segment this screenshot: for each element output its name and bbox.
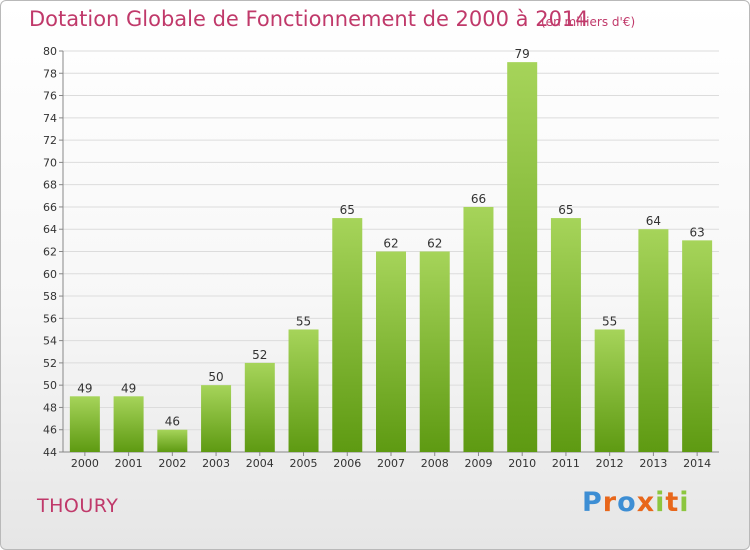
y-tick-label: 70 [43, 156, 57, 169]
bar-value-label: 49 [77, 381, 92, 395]
y-tick-label: 74 [43, 112, 57, 125]
bar-value-label: 62 [427, 237, 442, 251]
bar-value-label: 62 [383, 237, 398, 251]
x-tick-label: 2007 [377, 457, 405, 470]
bar-value-label: 64 [646, 214, 661, 228]
bar [594, 329, 625, 452]
y-tick-labels: 44 46 48 50 52 54 56 58 60 62 64 66 68 70 72 74 76 78 80 [43, 45, 57, 459]
y-tick-label: 60 [43, 268, 57, 281]
y-tick-label: 58 [43, 290, 57, 303]
y-tick-label: 68 [43, 179, 57, 192]
bars [69, 62, 713, 453]
x-tick-label: 2012 [596, 457, 624, 470]
bar [682, 240, 713, 452]
bar [69, 396, 100, 452]
bar [376, 251, 406, 452]
x-tick-label: 2010 [508, 457, 536, 470]
x-tick-label: 2008 [421, 457, 449, 470]
y-tick-label: 64 [43, 223, 57, 236]
logo-letter: i [679, 487, 690, 518]
bar [201, 385, 232, 452]
x-tick-label: 2006 [333, 457, 361, 470]
x-tick-label: 2003 [202, 457, 230, 470]
bar [244, 362, 275, 452]
y-tick-label: 66 [43, 201, 57, 214]
x-tick-label: 2000 [71, 457, 99, 470]
location-label: THOURY [37, 495, 119, 517]
bar-value-label: 52 [252, 348, 267, 362]
bar [419, 251, 450, 452]
y-tick-label: 76 [43, 90, 57, 103]
x-tick-label: 2009 [464, 457, 492, 470]
y-tick-label: 52 [43, 357, 57, 370]
bar-value-label: 55 [296, 314, 311, 328]
y-tick-label: 80 [43, 45, 57, 58]
logo-letter: x [636, 487, 656, 518]
y-tick-label: 56 [43, 312, 57, 325]
bar [157, 429, 188, 452]
x-tick-label: 2014 [683, 457, 711, 470]
logo-letter: o [617, 487, 637, 518]
y-tick-label: 78 [43, 67, 57, 80]
bar [113, 396, 144, 452]
x-tick-label: 2011 [552, 457, 580, 470]
chart-title: Dotation Globale de Fonctionnement de 20… [29, 7, 589, 31]
bar-value-label: 65 [340, 203, 355, 217]
x-tick-labels: 2000 2001 2002 2003 2004 2005 2006 2007 2008 2009… [71, 457, 711, 470]
bar-value-label: 50 [208, 370, 223, 384]
y-tick-label: 72 [43, 134, 57, 147]
data-labels: 49 49 46 50 52 55 65 62 62 66 79 65 55 64 63 [77, 47, 705, 429]
y-tick-label: 54 [43, 335, 57, 348]
logo-letter: P [582, 487, 603, 518]
y-tick-label: 62 [43, 246, 57, 259]
bar-value-label: 65 [558, 203, 573, 217]
bar-value-label: 55 [602, 314, 617, 328]
x-tick-label: 2005 [290, 457, 318, 470]
logo-letter: i [655, 487, 666, 518]
bar-value-label: 49 [121, 381, 136, 395]
bar [332, 218, 363, 452]
x-tick-label: 2001 [115, 457, 143, 470]
bar [288, 329, 319, 452]
x-tick-label: 2004 [246, 457, 274, 470]
y-tick-label: 48 [43, 401, 57, 414]
bar [463, 206, 494, 452]
bar [507, 62, 538, 453]
y-tick-label: 44 [43, 446, 57, 459]
y-tick-label: 50 [43, 379, 57, 392]
bar-value-label: 66 [471, 192, 486, 206]
bar [638, 229, 669, 452]
bar-value-label: 46 [165, 415, 180, 429]
bar-value-label: 63 [689, 225, 704, 239]
logo-letter: r [602, 487, 618, 518]
x-tick-label: 2013 [639, 457, 667, 470]
chart-subtitle: (en milliers d'€) [541, 15, 636, 29]
logo-letter: t [665, 487, 680, 518]
bar [550, 218, 581, 452]
x-tick-label: 2002 [158, 457, 186, 470]
y-tick-label: 46 [43, 424, 57, 437]
proxiti-logo: Proxiti [582, 487, 690, 518]
bar-value-label: 79 [515, 47, 530, 61]
